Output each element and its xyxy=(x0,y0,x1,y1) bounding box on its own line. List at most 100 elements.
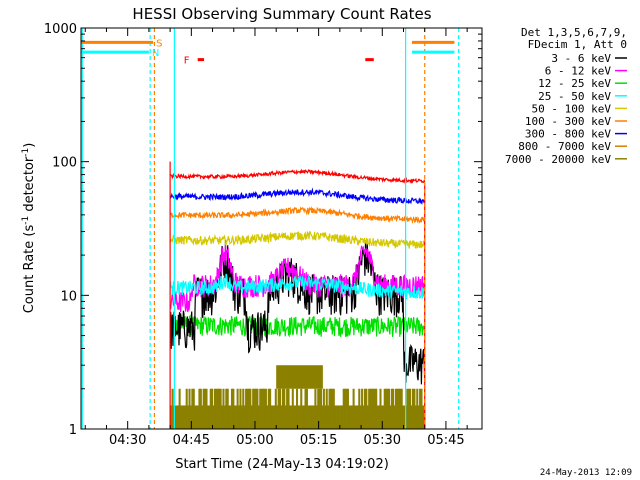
legend-label: 12 - 25 keV xyxy=(538,77,611,90)
series-7000-20000kev-bar xyxy=(226,388,229,429)
legend: Det 1,3,5,6,7,9,FDecim 1, Att 03 - 6 keV… xyxy=(505,26,627,166)
chart-title: HESSI Observing Summary Count Rates xyxy=(132,5,431,23)
series-7000-20000kev-bar xyxy=(223,405,226,429)
series-7000-20000kev-bar xyxy=(324,405,327,429)
series-7000-20000kev-bar xyxy=(247,388,250,429)
series-7000-20000kev-bar xyxy=(375,388,378,429)
x-tick-label: 05:15 xyxy=(300,433,337,448)
series-7000-20000kev-block xyxy=(276,365,323,389)
plot-area: SN F xyxy=(81,28,460,429)
series-7000-20000kev-bar xyxy=(225,388,228,429)
series-7000-20000kev-bar xyxy=(409,388,412,429)
series-7000-20000kev-bar xyxy=(396,388,399,429)
x-tick-label: 05:45 xyxy=(427,433,464,448)
series-7000-20000kev-bar xyxy=(256,388,259,429)
series-7000-20000kev-bar xyxy=(221,405,224,429)
series-7000-20000kev-bar xyxy=(182,405,185,429)
series-7000-20000kev-bar xyxy=(199,388,202,429)
date-stamp: 24-May-2013 12:09 xyxy=(540,468,632,478)
legend-header-line: FDecim 1, Att 0 xyxy=(528,38,627,51)
legend-label: 3 - 6 keV xyxy=(551,52,611,65)
series-7000-20000kev-bar xyxy=(414,405,417,429)
series-7000-20000kev-bar xyxy=(387,388,390,429)
series-7000-20000kev-bar xyxy=(397,388,400,429)
series-7000-20000kev-bar xyxy=(171,388,174,429)
flag-n-label: N xyxy=(152,48,159,59)
series-7000-20000kev-bar xyxy=(246,388,249,429)
x-tick-label: 05:00 xyxy=(236,433,273,448)
series-7000-20000kev-bar xyxy=(406,388,409,429)
series-7000-20000kev-bar xyxy=(331,388,334,429)
series-7000-20000kev-bar xyxy=(277,388,280,429)
series-7000-20000kev-bar xyxy=(349,405,352,429)
series-7000-20000kev-bar xyxy=(301,405,304,429)
series-7000-20000kev-bar xyxy=(192,388,195,429)
series-7000-20000kev-bar xyxy=(348,405,351,429)
series-7000-20000kev-bar xyxy=(344,388,347,429)
series-7000-20000kev-bar xyxy=(174,405,177,429)
series-7000-20000kev-bar xyxy=(211,388,214,429)
series-7000-20000kev-bar xyxy=(252,388,255,429)
series-7000-20000kev-bar xyxy=(385,388,388,429)
series-7000-20000kev-bar xyxy=(407,388,410,429)
series-7000-20000kev-bar xyxy=(218,388,221,429)
series-7000-20000kev-bar xyxy=(308,405,311,429)
series-7000-20000kev-bar xyxy=(260,388,263,429)
series-7000-20000kev-bar xyxy=(243,405,246,429)
series-7000-20000kev-bar xyxy=(267,388,270,429)
series-7000-20000kev-bar xyxy=(383,388,386,429)
series-7000-20000kev-bar xyxy=(386,388,389,429)
x-tick-label: 04:45 xyxy=(173,433,210,448)
series-7000-20000kev-bar xyxy=(264,388,267,429)
series-7000-20000kev-bar xyxy=(222,388,225,429)
series-7000-20000kev-bar xyxy=(239,388,242,429)
series-7000-20000kev-bar xyxy=(325,388,328,429)
series-7000-20000kev-bar xyxy=(238,405,241,429)
flag-s-label: S xyxy=(156,38,162,49)
series-7000-20000kev-bar xyxy=(280,405,283,429)
series-7000-20000kev-bar xyxy=(362,405,365,429)
series-300-800kev-line xyxy=(169,187,426,206)
series-7000-20000kev-bar xyxy=(206,405,209,429)
x-tick-label: 05:30 xyxy=(364,433,401,448)
series-7000-20000kev-bar xyxy=(416,388,419,429)
series-7000-20000kev-bar xyxy=(372,388,375,429)
series-6-12kev-line xyxy=(169,244,426,313)
series-7000-20000kev-bar xyxy=(304,388,307,429)
series-7000-20000kev-bar xyxy=(281,388,284,429)
series-7000-20000kev-bar xyxy=(178,388,181,429)
series-7000-20000kev-bar xyxy=(216,388,219,429)
series-7000-20000kev-bar xyxy=(198,388,201,429)
y-axis-label: Count Rate (s-1 detector-1) xyxy=(21,143,37,314)
series-100-300kev-line xyxy=(170,205,426,224)
series-7000-20000kev-bar xyxy=(322,388,325,429)
series-7000-20000kev-bar xyxy=(201,405,204,429)
series-7000-20000kev-bar xyxy=(212,405,215,429)
series-7000-20000kev-bar xyxy=(283,388,286,429)
series-7000-20000kev-bar xyxy=(270,405,273,429)
series-7000-20000kev-bar xyxy=(195,405,198,429)
series-7000-20000kev-bar xyxy=(355,405,358,429)
y-tick-label: 10 xyxy=(60,289,77,304)
series-7000-20000kev-bar xyxy=(346,388,349,429)
series-7000-20000kev-bar xyxy=(411,388,415,429)
series-7000-20000kev-bar xyxy=(250,405,253,429)
series-7000-20000kev-bar xyxy=(294,405,297,429)
legend-header-line: Det 1,3,5,6,7,9, xyxy=(521,26,627,39)
series-7000-20000kev-bar xyxy=(204,388,207,429)
series-7000-20000kev-bar xyxy=(379,388,382,429)
series-7000-20000kev-bar xyxy=(213,388,217,429)
plot-frame xyxy=(80,27,483,430)
legend-label: 300 - 800 keV xyxy=(525,128,611,141)
series-7000-20000kev-bar xyxy=(284,405,287,429)
legend-label: 100 - 300 keV xyxy=(525,115,611,128)
series-7000-20000kev-bar xyxy=(353,405,357,429)
legend-label: 7000 - 20000 keV xyxy=(505,153,611,166)
series-7000-20000kev-bar xyxy=(262,388,265,429)
series-7000-20000kev-bar xyxy=(358,388,361,429)
x-axis-label: Start Time (24-May-13 04:19:02) xyxy=(175,457,389,472)
series-7000-20000kev-bar xyxy=(413,388,416,429)
axes: 04:30 04:45 05:00 05:15 05:30 05:45 1 10 100 1000 xyxy=(44,22,483,448)
series-7000-20000kev-bar xyxy=(315,405,318,429)
